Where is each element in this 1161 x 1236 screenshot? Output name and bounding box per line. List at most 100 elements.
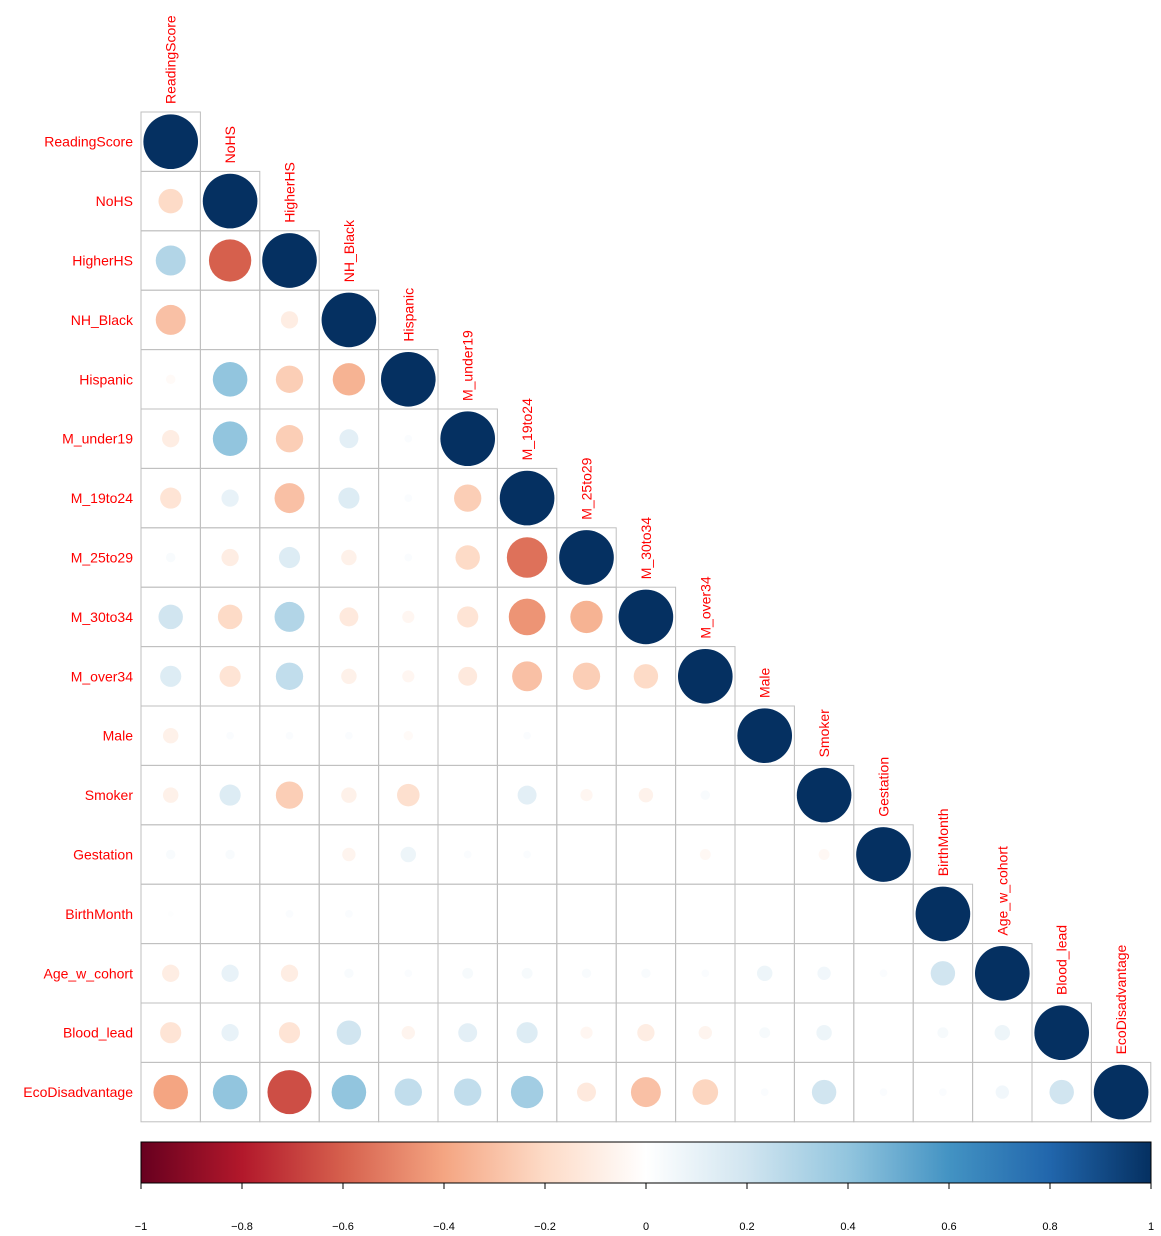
corr-circle-Blood_lead-HigherHS bbox=[278, 1022, 301, 1044]
corr-circle-M_19to24-NH_Black bbox=[338, 487, 360, 509]
corr-circle-Gestation-M_under19 bbox=[463, 850, 472, 859]
grid-cell bbox=[734, 883, 795, 945]
corr-circle-M_30to34-HigherHS bbox=[274, 601, 305, 632]
legend-tick-label: 1 bbox=[1148, 1221, 1154, 1233]
corr-circle-Gestation-NoHS bbox=[225, 849, 235, 860]
corr-circle-M_over34-HigherHS bbox=[275, 662, 304, 690]
corr-circle-M_30to34-M_30to34 bbox=[618, 589, 674, 645]
grid-cell bbox=[853, 883, 914, 945]
row-label: Age_w_cohort bbox=[43, 965, 133, 981]
corr-circle-NH_Black-NH_Black bbox=[321, 292, 377, 348]
grid-cell bbox=[675, 705, 736, 766]
column-label: Male bbox=[757, 667, 773, 698]
corr-circle-M_over34-ReadingScore bbox=[160, 665, 182, 687]
grid-cell bbox=[378, 883, 439, 945]
corr-circle-Age_w_cohort-NH_Black bbox=[344, 968, 354, 979]
corr-circle-M_over34-M_over34 bbox=[677, 648, 733, 704]
corr-circle-Male-NH_Black bbox=[345, 731, 353, 740]
grid-cell bbox=[556, 883, 617, 945]
corr-circle-BirthMonth-HigherHS bbox=[285, 910, 294, 918]
corr-circle-EcoDisadvantage-Male bbox=[760, 1088, 769, 1096]
corr-circle-EcoDisadvantage-ReadingScore bbox=[153, 1074, 188, 1110]
column-label: M_30to34 bbox=[638, 517, 654, 579]
corr-circle-EcoDisadvantage-HigherHS bbox=[267, 1070, 312, 1115]
corr-circle-EcoDisadvantage-NH_Black bbox=[331, 1074, 367, 1110]
row-label: M_over34 bbox=[71, 668, 133, 684]
corr-circle-EcoDisadvantage-Hispanic bbox=[394, 1078, 422, 1106]
row-label: M_under19 bbox=[62, 431, 133, 447]
column-label: M_25to29 bbox=[579, 457, 595, 519]
corr-circle-Blood_lead-BirthMonth bbox=[937, 1027, 949, 1039]
corr-circle-Hispanic-HigherHS bbox=[275, 365, 304, 393]
corr-circle-M_25to29-M_19to24 bbox=[506, 537, 548, 578]
column-label: Hispanic bbox=[400, 288, 416, 342]
column-label: Smoker bbox=[816, 709, 832, 758]
grid-cell bbox=[556, 824, 617, 885]
corr-circle-M_19to24-NoHS bbox=[221, 489, 239, 507]
grid-cell bbox=[437, 705, 498, 766]
corr-circle-Blood_lead-Male bbox=[759, 1027, 771, 1039]
corr-circle-M_25to29-ReadingScore bbox=[165, 552, 176, 563]
corr-circle-M_over34-M_under19 bbox=[458, 666, 478, 686]
corr-circle-M_30to34-M_under19 bbox=[457, 606, 479, 628]
corr-circle-M_over34-M_30to34 bbox=[633, 664, 659, 689]
corr-circle-Age_w_cohort-M_19to24 bbox=[521, 967, 533, 979]
corr-circle-Gestation-Hispanic bbox=[400, 846, 417, 863]
corr-circle-EcoDisadvantage-BirthMonth bbox=[939, 1088, 947, 1096]
legend-tick-label: 0.2 bbox=[739, 1221, 754, 1233]
corr-circle-M_30to34-Hispanic bbox=[402, 610, 415, 624]
grid-cell bbox=[199, 289, 261, 351]
corr-circle-Smoker-NH_Black bbox=[341, 787, 357, 803]
legend-tick-label: 0.6 bbox=[941, 1221, 956, 1233]
corr-circle-M_over34-Hispanic bbox=[402, 670, 415, 683]
corr-circle-Male-HigherHS bbox=[285, 731, 294, 740]
corr-circle-Age_w_cohort-M_over34 bbox=[701, 969, 710, 978]
corr-circle-EcoDisadvantage-M_19to24 bbox=[510, 1075, 544, 1109]
corr-circle-HigherHS-HigherHS bbox=[262, 233, 317, 288]
corr-circle-Gestation-ReadingScore bbox=[165, 849, 176, 860]
grid-cell bbox=[734, 824, 795, 885]
grid-cell bbox=[199, 883, 261, 945]
corr-circle-M_under19-M_under19 bbox=[440, 411, 496, 467]
grid-cell bbox=[734, 764, 795, 826]
column-labels: ReadingScore NoHS HigherHS NH_Black Hispanic… bbox=[163, 15, 1129, 1054]
column-label: Gestation bbox=[876, 757, 892, 817]
corr-circle-EcoDisadvantage-M_over34 bbox=[692, 1079, 719, 1105]
column-label: NoHS bbox=[222, 126, 238, 163]
corr-circle-BirthMonth-NH_Black bbox=[345, 910, 353, 918]
row-label: ReadingScore bbox=[44, 134, 133, 150]
column-label: M_19to24 bbox=[519, 398, 535, 460]
color-legend-ticks: −1 −0.8 −0.6 −0.4 −0.2 0 0.2 0.4 0.6 0.8 1 bbox=[135, 1183, 1154, 1233]
corr-circle-NH_Black-HigherHS bbox=[280, 311, 299, 329]
legend-tick-label: −1 bbox=[135, 1221, 148, 1233]
corr-circle-M_30to34-NH_Black bbox=[339, 607, 359, 627]
corr-circle-BirthMonth-ReadingScore bbox=[167, 911, 174, 917]
row-label: M_30to34 bbox=[71, 609, 133, 625]
corr-circle-EcoDisadvantage-Gestation bbox=[879, 1088, 888, 1096]
corr-circle-NoHS-NoHS bbox=[202, 173, 258, 229]
corr-circle-M_30to34-NoHS bbox=[217, 604, 243, 630]
corr-circle-Age_w_cohort-M_30to34 bbox=[641, 968, 651, 979]
column-label: M_under19 bbox=[460, 330, 476, 401]
corr-circle-Smoker-M_30to34 bbox=[638, 787, 654, 803]
corr-circle-Smoker-M_over34 bbox=[700, 790, 711, 800]
row-label: Blood_lead bbox=[63, 1025, 133, 1041]
row-label: M_19to24 bbox=[71, 490, 133, 506]
corr-circle-Male-M_19to24 bbox=[523, 731, 531, 740]
row-labels: ReadingScore NoHS HigherHS NH_Black Hispanic… bbox=[23, 134, 134, 1100]
corr-circle-M_over34-NH_Black bbox=[341, 668, 357, 685]
corr-circle-M_under19-HigherHS bbox=[275, 425, 304, 453]
column-label: HigherHS bbox=[282, 162, 298, 223]
corr-circle-M_19to24-Hispanic bbox=[404, 494, 413, 502]
corr-circle-EcoDisadvantage-EcoDisadvantage bbox=[1093, 1064, 1149, 1120]
corr-circle-Gestation-Gestation bbox=[856, 827, 911, 882]
corr-circle-Blood_lead-ReadingScore bbox=[160, 1022, 182, 1044]
corr-circle-M_25to29-Hispanic bbox=[404, 553, 413, 562]
legend-tick-label: 0.4 bbox=[840, 1221, 855, 1233]
grid-cell bbox=[437, 883, 498, 945]
corr-circle-Blood_lead-Blood_lead bbox=[1034, 1005, 1090, 1061]
corr-circle-Blood_lead-NoHS bbox=[221, 1024, 239, 1042]
row-label: Gestation bbox=[73, 847, 133, 863]
grid-cell bbox=[556, 705, 617, 766]
corr-circle-M_30to34-M_19to24 bbox=[508, 598, 546, 636]
